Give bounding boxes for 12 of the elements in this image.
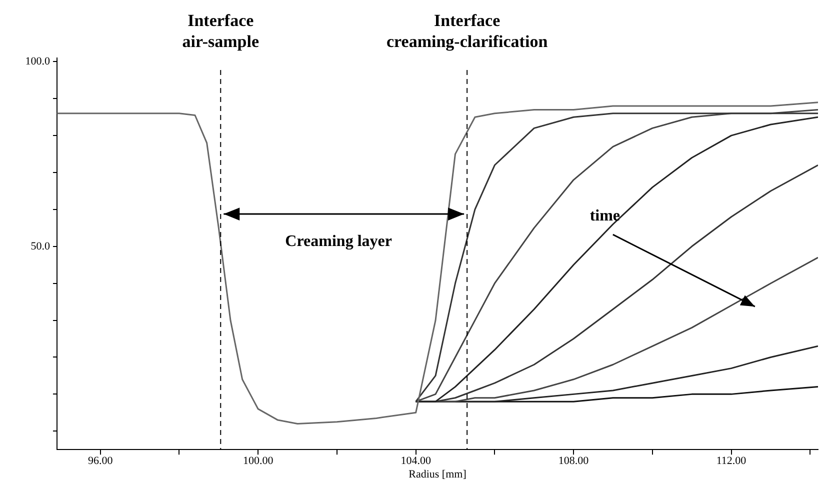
ref-line-label: Interface air-sample <box>182 11 260 51</box>
x-tick-label: 100.00 <box>242 455 274 468</box>
y-tick-label: 50.0 <box>30 240 50 252</box>
x-axis-title: Radius [mm] <box>408 468 466 480</box>
x-tick-label: 108.00 <box>558 455 590 468</box>
ref-line-label: Interface creaming-clarification <box>386 11 548 51</box>
x-tick-label: 104.00 <box>400 455 432 468</box>
x-tick-label: 112.00 <box>716 455 747 468</box>
annotation: time <box>590 208 620 225</box>
x-tick-label: 96.00 <box>88 455 114 468</box>
annotation: Creaming layer <box>285 233 392 250</box>
y-tick-label: 100.0 <box>25 56 50 68</box>
